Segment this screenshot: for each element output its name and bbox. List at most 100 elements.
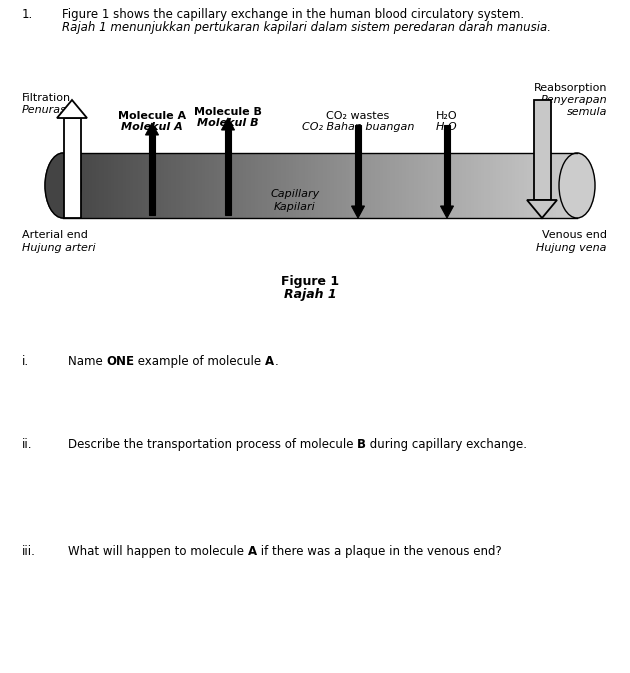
Bar: [310, 153, 312, 218]
Bar: [149, 153, 151, 218]
Bar: [464, 153, 466, 218]
Bar: [91, 153, 93, 218]
Bar: [232, 153, 235, 218]
Bar: [82, 153, 84, 218]
Bar: [169, 153, 171, 218]
Bar: [220, 153, 223, 218]
Bar: [327, 153, 329, 218]
Bar: [387, 153, 389, 218]
Bar: [154, 153, 156, 218]
Bar: [536, 153, 538, 218]
Bar: [256, 153, 259, 218]
Bar: [275, 153, 278, 218]
Bar: [544, 153, 547, 218]
Bar: [496, 153, 499, 218]
Bar: [490, 153, 492, 218]
Bar: [225, 130, 231, 215]
Bar: [231, 153, 233, 218]
Bar: [472, 153, 474, 218]
Bar: [486, 153, 488, 218]
Bar: [570, 153, 573, 218]
Bar: [229, 153, 231, 218]
Bar: [471, 153, 473, 218]
Bar: [534, 153, 536, 218]
Text: Kapilari: Kapilari: [274, 202, 316, 212]
Bar: [123, 153, 125, 218]
Bar: [560, 153, 562, 218]
Bar: [384, 153, 386, 218]
Bar: [168, 153, 169, 218]
Bar: [159, 153, 161, 218]
Bar: [146, 153, 147, 218]
Bar: [200, 153, 202, 218]
Text: Hujung vena: Hujung vena: [537, 243, 607, 253]
Bar: [303, 153, 305, 218]
Ellipse shape: [559, 153, 595, 218]
Bar: [277, 153, 279, 218]
Bar: [524, 153, 526, 218]
Bar: [396, 153, 398, 218]
Bar: [66, 153, 69, 218]
Bar: [128, 153, 130, 218]
Bar: [558, 153, 560, 218]
Bar: [447, 153, 449, 218]
Bar: [378, 153, 381, 218]
Bar: [433, 153, 435, 218]
Bar: [210, 153, 212, 218]
Text: semula: semula: [566, 107, 607, 117]
Bar: [156, 153, 158, 218]
Bar: [64, 118, 81, 218]
Text: .: .: [275, 355, 278, 368]
Bar: [555, 153, 557, 218]
Bar: [430, 153, 432, 218]
Text: ii.: ii.: [22, 438, 33, 451]
Bar: [534, 100, 551, 200]
Bar: [195, 153, 197, 218]
Bar: [137, 153, 139, 218]
Bar: [522, 153, 524, 218]
Bar: [227, 153, 230, 218]
Bar: [207, 153, 209, 218]
Text: A: A: [248, 545, 257, 558]
Bar: [80, 153, 83, 218]
Bar: [212, 153, 214, 218]
Bar: [282, 153, 285, 218]
Bar: [263, 153, 266, 218]
Bar: [556, 153, 559, 218]
Bar: [548, 153, 550, 218]
Bar: [219, 153, 221, 218]
Bar: [113, 153, 115, 218]
Bar: [92, 153, 94, 218]
Bar: [125, 153, 127, 218]
Bar: [546, 153, 548, 218]
Bar: [353, 153, 355, 218]
Bar: [476, 153, 478, 218]
Bar: [193, 153, 195, 218]
Bar: [111, 153, 113, 218]
Bar: [287, 153, 290, 218]
Text: CO₂ wastes: CO₂ wastes: [326, 111, 389, 121]
Bar: [341, 153, 343, 218]
Text: Capillary: Capillary: [270, 189, 319, 199]
Bar: [299, 153, 302, 218]
Bar: [346, 153, 348, 218]
Text: 1.: 1.: [22, 8, 33, 21]
Bar: [347, 153, 350, 218]
Bar: [332, 153, 334, 218]
Bar: [402, 153, 404, 218]
Bar: [421, 153, 423, 218]
Bar: [147, 153, 149, 218]
Bar: [315, 153, 317, 218]
Bar: [311, 153, 314, 218]
Bar: [339, 153, 341, 218]
Bar: [549, 153, 552, 218]
Bar: [313, 153, 316, 218]
Bar: [316, 153, 319, 218]
Text: iii.: iii.: [22, 545, 36, 558]
Bar: [258, 153, 261, 218]
Bar: [461, 153, 462, 218]
Bar: [292, 153, 295, 218]
Bar: [108, 153, 110, 218]
Bar: [474, 153, 476, 218]
Bar: [568, 153, 571, 218]
